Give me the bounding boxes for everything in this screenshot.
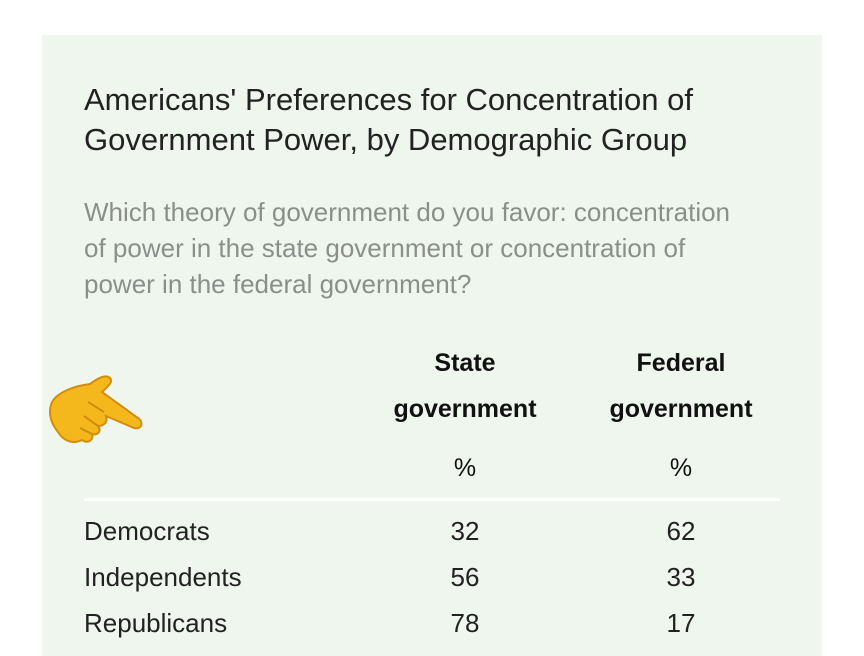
cell-value: 62 xyxy=(666,516,696,546)
title: Americans' Preferences for Concentration… xyxy=(84,82,693,157)
divider xyxy=(84,498,780,501)
column-header-text: Federal government xyxy=(609,349,753,423)
pointing-hand-icon xyxy=(49,375,143,443)
column-header: State government xyxy=(355,340,575,432)
cell-value: 78 xyxy=(450,608,480,638)
row-label: Democrats xyxy=(84,516,210,546)
column-header: Federal government xyxy=(571,340,791,432)
column-header-text: State government xyxy=(393,349,537,423)
cell-value: 56 xyxy=(450,562,480,592)
column-unit: % xyxy=(453,454,477,482)
cell-value: 32 xyxy=(450,516,480,546)
cell-value: 17 xyxy=(666,608,696,638)
cell-value: 33 xyxy=(666,562,696,592)
subtitle: Which theory of government do you favor:… xyxy=(84,197,731,299)
panel xyxy=(42,35,822,656)
row-label: Independents xyxy=(84,562,242,592)
column-unit: % xyxy=(669,454,693,482)
row-label: Republicans xyxy=(84,608,228,638)
